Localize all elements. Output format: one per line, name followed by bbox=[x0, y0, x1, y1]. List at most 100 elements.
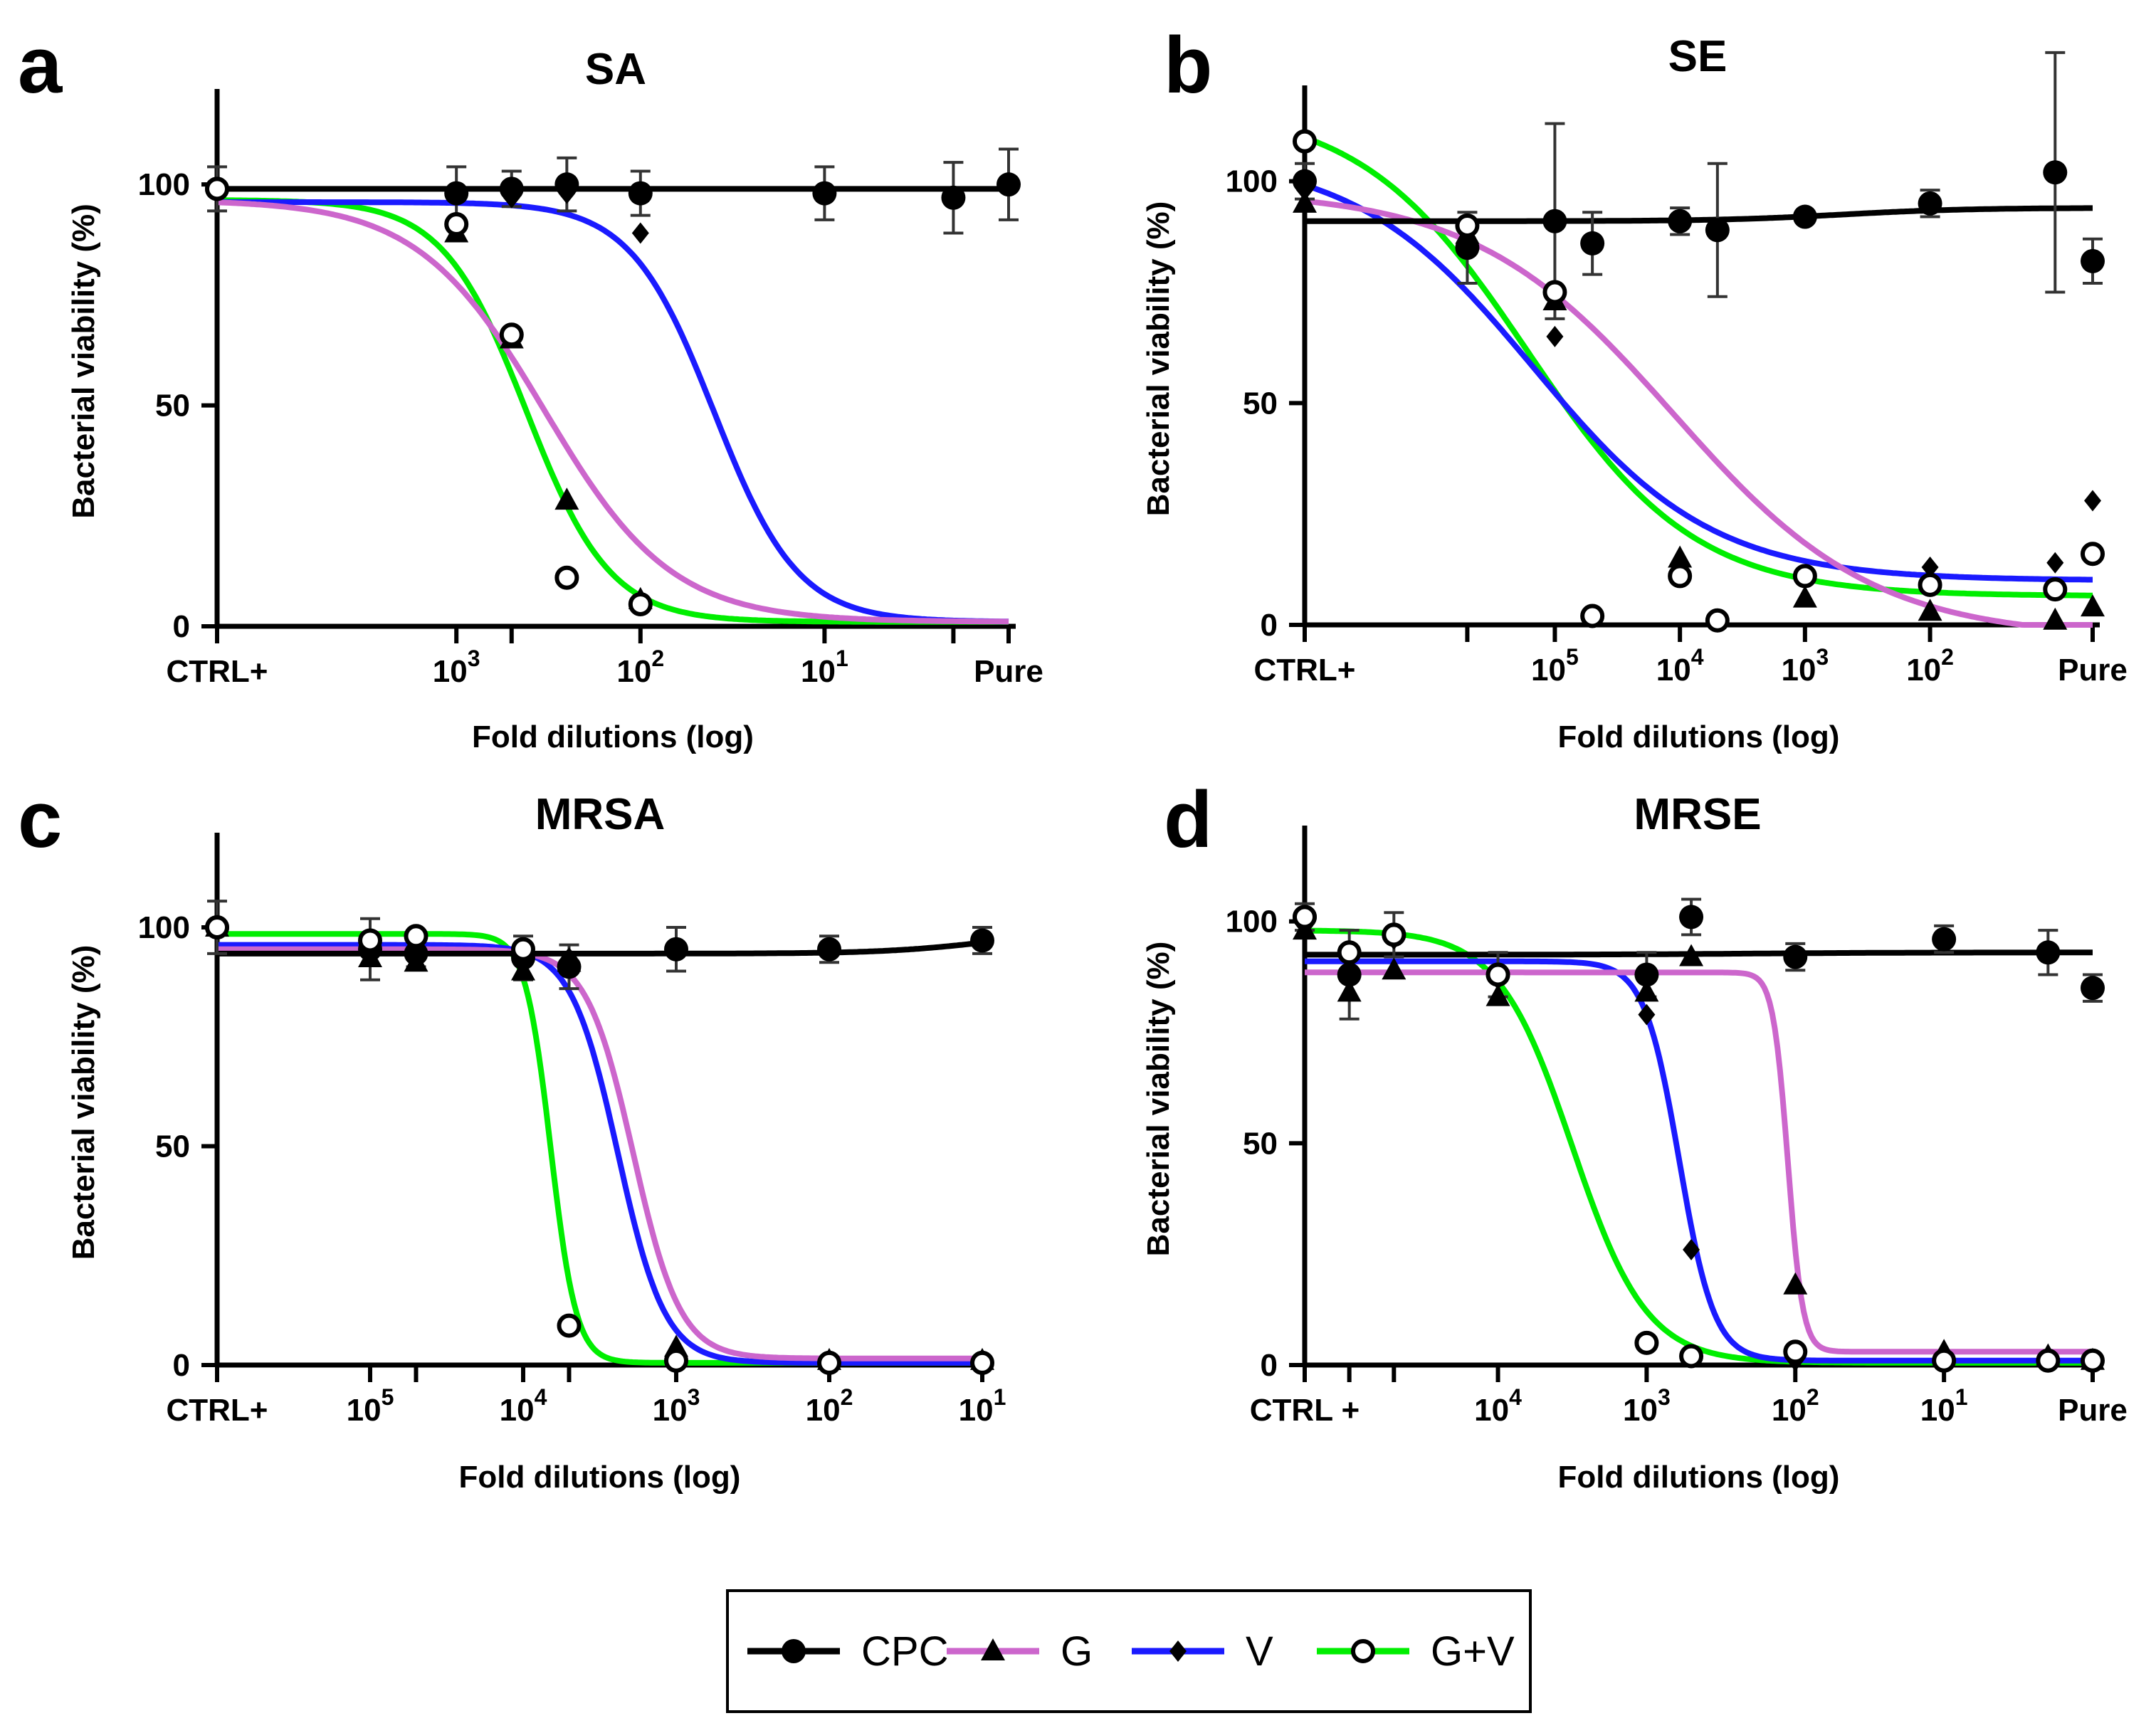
y-tick-label: 0 bbox=[1261, 1348, 1278, 1383]
data-point-gv bbox=[1382, 922, 1406, 947]
x-tick-label: 104 bbox=[1656, 644, 1704, 688]
data-point-gv bbox=[358, 928, 382, 953]
y-tick-label: 0 bbox=[173, 609, 190, 644]
data-point-v bbox=[1296, 179, 1313, 201]
data-point-v bbox=[1340, 964, 1358, 986]
data-point-cpc bbox=[2081, 976, 2105, 1001]
fit-curve-v bbox=[217, 942, 982, 1366]
legend-marker bbox=[1351, 1639, 1375, 1663]
legend-label: CPC bbox=[861, 1628, 948, 1675]
legend-item-g: G bbox=[947, 1628, 1093, 1675]
data-point-g bbox=[1485, 984, 1510, 1006]
x-tick-label: 103 bbox=[1781, 644, 1829, 688]
data-point-gv bbox=[1792, 564, 1817, 589]
data-point-gv bbox=[1918, 572, 1942, 597]
data-point-gv bbox=[205, 177, 229, 201]
data-point-gv bbox=[628, 591, 653, 616]
data-point-gv bbox=[2081, 542, 2105, 567]
x-tick-base: 10 bbox=[500, 1393, 535, 1428]
legend-label: V bbox=[1246, 1628, 1273, 1675]
x-tick-base: 10 bbox=[433, 654, 468, 689]
data-point-g bbox=[1668, 545, 1693, 568]
data-point-cpc bbox=[1783, 944, 1808, 969]
panel-title: SA bbox=[585, 45, 646, 94]
y-axis-label: Bacterial viability (%) bbox=[1141, 201, 1176, 517]
data-point-cpc bbox=[941, 185, 966, 210]
x-tick-exponent: 1 bbox=[994, 1384, 1006, 1410]
data-point-gv bbox=[1293, 129, 1317, 154]
panel-title: SE bbox=[1668, 32, 1728, 81]
data-point-cpc bbox=[1918, 191, 1942, 216]
data-point-g bbox=[554, 488, 579, 510]
data-point-g bbox=[1634, 979, 1659, 1002]
data-point-gv bbox=[1542, 280, 1567, 305]
x-tick-base: 10 bbox=[347, 1393, 382, 1428]
data-point-gv bbox=[557, 1313, 582, 1338]
data-point-gv bbox=[1705, 608, 1730, 633]
data-point-gv bbox=[511, 937, 535, 962]
x-tick-label: 101 bbox=[801, 646, 848, 689]
data-point-gv bbox=[1668, 564, 1693, 589]
data-point-gv bbox=[404, 924, 428, 949]
data-point-cpc bbox=[812, 181, 837, 206]
data-point-v bbox=[503, 186, 520, 209]
data-point-gv bbox=[2043, 577, 2068, 602]
legend-marker bbox=[782, 1639, 806, 1663]
y-tick-label: 0 bbox=[173, 1348, 190, 1383]
x-tick-base: 10 bbox=[806, 1393, 841, 1428]
data-point-gv bbox=[554, 565, 579, 590]
x-tick-label: Pure bbox=[2058, 653, 2128, 688]
data-point-v bbox=[560, 947, 578, 969]
data-point-cpc bbox=[1679, 905, 1704, 929]
data-point-cpc bbox=[664, 937, 688, 962]
x-tick-exponent: 4 bbox=[535, 1384, 547, 1410]
x-tick-label: 105 bbox=[1531, 644, 1579, 688]
data-point-g bbox=[2081, 594, 2105, 617]
x-tick-label: CTRL+ bbox=[167, 654, 268, 689]
data-point-v bbox=[1638, 1004, 1656, 1026]
data-point-cpc bbox=[2081, 248, 2105, 273]
x-tick-label: 102 bbox=[616, 646, 664, 689]
data-point-gv bbox=[1485, 962, 1510, 987]
data-point-cpc bbox=[970, 928, 994, 953]
data-point-cpc bbox=[2043, 160, 2068, 185]
legend-item-v: V bbox=[1132, 1628, 1273, 1675]
fit-curve-gv bbox=[1303, 135, 2093, 599]
y-tick-label: 100 bbox=[138, 167, 190, 202]
data-point-cpc bbox=[628, 181, 653, 206]
y-tick-label: 0 bbox=[1261, 608, 1278, 643]
fit-curve-v bbox=[1303, 182, 2093, 583]
x-tick-exponent: 4 bbox=[1509, 1384, 1522, 1410]
y-axis-label: Bacterial viability (%) bbox=[1141, 942, 1176, 1257]
fit-curve-g bbox=[216, 199, 1009, 625]
fit-curve-g bbox=[1304, 198, 2093, 628]
x-tick-base: 10 bbox=[1656, 653, 1691, 688]
data-point-g bbox=[1918, 599, 1942, 621]
x-tick-exponent: 1 bbox=[1955, 1384, 1968, 1410]
x-tick-base: 10 bbox=[616, 654, 651, 689]
data-point-cpc bbox=[1580, 231, 1605, 256]
fit-curve-cpc bbox=[1305, 949, 2093, 958]
x-tick-exponent: 2 bbox=[841, 1384, 853, 1410]
data-point-gv bbox=[1634, 1330, 1659, 1355]
legend-box bbox=[726, 1589, 1532, 1713]
data-point-cpc bbox=[444, 181, 469, 206]
data-point-g bbox=[1382, 957, 1406, 980]
legend: CPC G V G+V bbox=[726, 1589, 1532, 1713]
x-tick-exponent: 2 bbox=[651, 646, 664, 671]
legend-item-cpc: CPC bbox=[747, 1628, 948, 1675]
x-tick-exponent: 3 bbox=[1658, 1384, 1671, 1410]
data-point-cpc bbox=[1634, 962, 1659, 987]
data-point-gv bbox=[1783, 1339, 1808, 1364]
x-tick-label: 101 bbox=[1920, 1384, 1968, 1428]
data-point-gv bbox=[1679, 1344, 1704, 1369]
data-point-cpc bbox=[817, 937, 841, 962]
x-tick-exponent: 5 bbox=[1566, 644, 1579, 670]
x-tick-label: Pure bbox=[2058, 1393, 2128, 1428]
x-tick-exponent: 3 bbox=[1816, 644, 1829, 670]
x-tick-exponent: 3 bbox=[688, 1384, 700, 1410]
